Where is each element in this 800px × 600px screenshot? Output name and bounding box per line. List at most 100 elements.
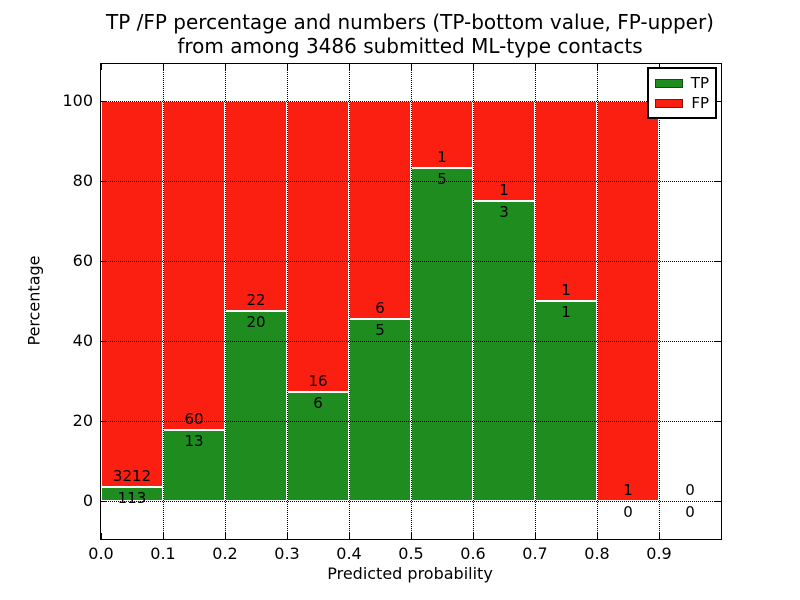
fp-count-label: 60 [184, 410, 204, 428]
legend: TP FP [647, 67, 717, 119]
x-axis-tick-bottom [473, 533, 474, 539]
bar-segment-tp [349, 319, 411, 501]
x-tick-label: 0.5 [398, 544, 424, 563]
gridline-vertical [535, 64, 536, 539]
y-tick-label: 80 [72, 171, 93, 190]
x-axis-tick-top [287, 64, 288, 70]
x-axis-tick-top [473, 64, 474, 70]
bar-segment-fp [597, 101, 659, 501]
x-axis-tick-bottom [411, 533, 412, 539]
x-axis-tick-top [225, 64, 226, 70]
tp-count-label: 20 [246, 313, 266, 331]
x-tick-label: 0.2 [212, 544, 238, 563]
x-tick-label: 0.9 [646, 544, 672, 563]
x-axis-tick-bottom [349, 533, 350, 539]
x-axis-label: Predicted probability [327, 564, 493, 583]
gridline-vertical [163, 64, 164, 539]
gridline-vertical [597, 64, 598, 539]
fp-count-label: 1 [623, 481, 633, 499]
x-tick-label: 0.1 [150, 544, 176, 563]
tp-count-label: 113 [117, 489, 147, 507]
y-axis-tick-left [101, 421, 107, 422]
gridline-vertical [225, 64, 226, 539]
chart-title-line2: from among 3486 submitted ML-type contac… [177, 34, 643, 58]
bar-segment-fp [225, 101, 287, 311]
legend-label-fp: FP [691, 94, 709, 112]
bar-segment-tp [411, 168, 473, 501]
tp-count-label: 3 [499, 203, 509, 221]
gridline-vertical [411, 64, 412, 539]
fp-count-label: 0 [685, 481, 695, 499]
x-tick-label: 0.7 [522, 544, 548, 563]
tp-count-label: 0 [623, 503, 633, 521]
fp-count-label: 1 [437, 148, 447, 166]
x-axis-tick-top [101, 64, 102, 70]
y-axis-tick-right [715, 341, 721, 342]
gridline-vertical [659, 64, 660, 539]
gridline-vertical [349, 64, 350, 539]
bar-segment-tp [225, 311, 287, 501]
y-axis-tick-right [715, 421, 721, 422]
gridline-vertical [473, 64, 474, 539]
fp-count-label: 1 [561, 281, 571, 299]
y-axis-tick-right [715, 261, 721, 262]
x-axis-tick-bottom [287, 533, 288, 539]
y-tick-label: 60 [72, 251, 93, 270]
bar-segment-fp [535, 101, 597, 301]
x-axis-tick-bottom [163, 533, 164, 539]
legend-item-tp: TP [649, 73, 715, 93]
x-axis-tick-bottom [597, 533, 598, 539]
bar-segment-tp [101, 487, 163, 501]
y-axis-tick-left [101, 501, 107, 502]
x-tick-label: 0.8 [584, 544, 610, 563]
x-axis-tick-bottom [535, 533, 536, 539]
y-tick-label: 0 [82, 491, 93, 510]
x-axis-tick-top [163, 64, 164, 70]
fp-color-swatch [655, 98, 684, 108]
tp-count-label: 5 [437, 170, 447, 188]
y-axis-label: Percentage [24, 255, 44, 346]
x-axis-tick-bottom [225, 533, 226, 539]
bar-segment-tp [163, 430, 225, 501]
y-axis-tick-left [101, 341, 107, 342]
fp-count-label: 1 [499, 181, 509, 199]
x-axis-tick-bottom [721, 533, 722, 539]
y-axis-tick-right [715, 101, 721, 102]
bar-segment-fp [287, 101, 349, 392]
x-axis-tick-top [721, 64, 722, 70]
fp-count-label: 3212 [112, 467, 152, 485]
fp-count-label: 6 [375, 299, 385, 317]
bar-segment-fp [101, 101, 163, 487]
y-tick-label: 20 [72, 411, 93, 430]
x-tick-label: 0.4 [336, 544, 362, 563]
chart-title-line1: TP /FP percentage and numbers (TP-bottom… [106, 10, 714, 34]
x-tick-label: 0.3 [274, 544, 300, 563]
bar-segment-tp [287, 392, 349, 501]
bar-segment-tp [473, 201, 535, 501]
x-tick-label: 0.6 [460, 544, 486, 563]
y-axis-tick-left [101, 101, 107, 102]
y-tick-label: 100 [62, 91, 93, 110]
x-axis-tick-bottom [101, 533, 102, 539]
y-axis-tick-left [101, 181, 107, 182]
bar-segment-fp [411, 101, 473, 168]
x-tick-label: 0.0 [88, 544, 114, 563]
y-tick-label: 40 [72, 331, 93, 350]
legend-label-tp: TP [690, 74, 709, 92]
tp-count-label: 13 [184, 432, 204, 450]
x-axis-tick-bottom [659, 533, 660, 539]
tp-color-swatch [655, 78, 683, 88]
chart-title: TP /FP percentage and numbers (TP-bottom… [90, 10, 730, 58]
tp-count-label: 1 [561, 303, 571, 321]
y-axis-tick-right [715, 501, 721, 502]
fp-count-label: 22 [246, 291, 266, 309]
bar-segment-tp [535, 301, 597, 501]
y-axis-tick-left [101, 261, 107, 262]
bar-segment-fp [349, 101, 411, 319]
gridline-vertical [287, 64, 288, 539]
tp-count-label: 6 [313, 394, 323, 412]
y-axis-tick-right [715, 181, 721, 182]
x-axis-tick-top [411, 64, 412, 70]
tp-count-label: 0 [685, 503, 695, 521]
